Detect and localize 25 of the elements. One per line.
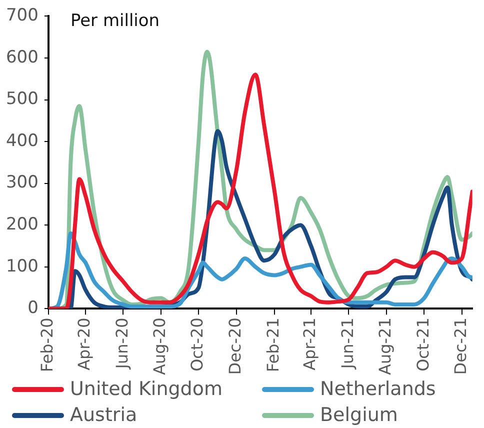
x-tick-label: Oct-21: [413, 318, 432, 372]
y-tick-label: 400: [6, 130, 38, 151]
x-tick-label: Jun-20: [112, 318, 132, 370]
x-tick-label: Feb-21: [264, 318, 283, 372]
y-tick-label: 700: [6, 6, 38, 26]
x-tick-label: Apr-20: [74, 318, 94, 370]
y-tick-label: 500: [6, 89, 38, 110]
x-tick-label: Feb-20: [38, 318, 57, 372]
y-axis-title: Per million: [70, 11, 160, 32]
x-tick-label: Jun-21: [338, 318, 357, 370]
legend-label: Belgium: [320, 404, 398, 426]
y-tick-label: 300: [6, 172, 38, 193]
y-tick-label: 600: [6, 47, 38, 68]
legend-label: Austria: [70, 404, 138, 426]
x-tick-label: Aug-20: [150, 318, 170, 375]
x-tick-label: Dec-21: [450, 318, 470, 375]
x-tick-label: Oct-20: [188, 318, 207, 372]
y-tick-label: 200: [6, 214, 38, 234]
y-tick-label: 0: [28, 298, 38, 318]
y-tick-label: 100: [6, 256, 38, 276]
x-tick-label: Dec-20: [225, 318, 244, 375]
x-tick-label: Apr-21: [300, 318, 320, 370]
x-tick-label: Aug-21: [376, 318, 395, 375]
legend-label: Netherlands: [320, 378, 436, 400]
legend-label: United Kingdom: [70, 378, 223, 400]
